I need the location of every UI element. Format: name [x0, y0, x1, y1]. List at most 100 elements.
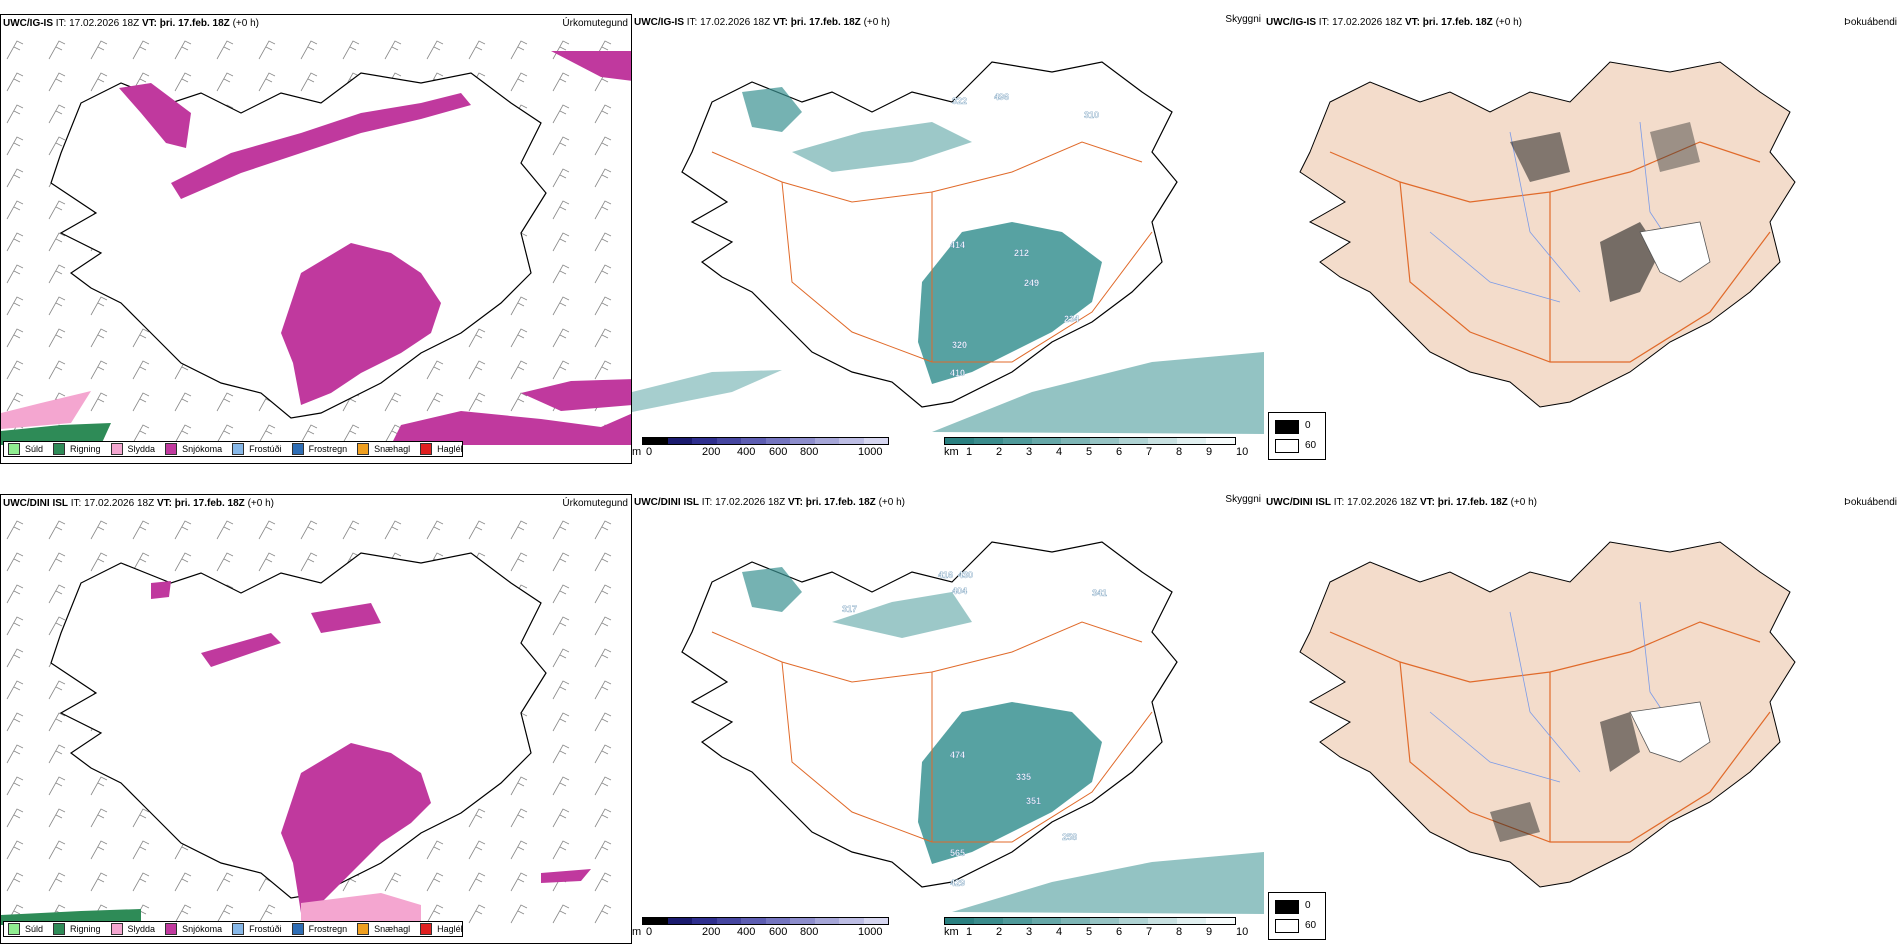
colorbar-cell	[1090, 438, 1119, 444]
colorbar-tick-label: 7	[1146, 926, 1153, 938]
low-vis-sea-west	[632, 370, 782, 412]
legend-swatch-black	[1275, 900, 1299, 914]
cloud-height-label: 404	[952, 586, 967, 596]
colorbar-cell	[716, 438, 741, 444]
model-name: UWC/DINI ISL	[3, 498, 68, 509]
cloud-height-label: 565	[950, 848, 965, 858]
lead-time: (+0 h)	[232, 18, 259, 29]
snow-band-north	[201, 633, 281, 667]
cloud-height-labels: 416 430 404 317 341 474 335 351 258 565 429	[842, 570, 1107, 888]
colorbar-cell	[974, 918, 1003, 924]
colorbar-cell	[1148, 918, 1177, 924]
snow-east	[521, 379, 631, 411]
colorbar-tick-label: 800	[800, 926, 819, 938]
fog-index-panel-row2: UWC/DINI ISL IT: 17.02.2026 18Z VT: þri.…	[1264, 494, 1900, 914]
snow-area-south	[281, 743, 431, 913]
snow-band-north	[171, 93, 471, 199]
visibility-panel-row2: UWC/DINI ISL IT: 17.02.2026 18Z VT: þri.…	[632, 494, 1264, 914]
fog-patch-south	[1490, 802, 1540, 842]
fog-glacier-white	[1639, 221, 1711, 283]
precip-type-panel-row1: UWC/IG-IS IT: 17.02.2026 18Z VT: þri. 17…	[0, 14, 632, 464]
cloud-height-label: 410	[950, 368, 965, 378]
legend-item: Haglél	[420, 923, 463, 935]
cloud-height-labels: 322 496 310 414 212 249 234 320 410	[950, 92, 1099, 378]
colorbar-cell	[1032, 918, 1061, 924]
issue-time: 17.02.2026 18Z	[69, 18, 140, 29]
colorbar-cell	[1003, 918, 1032, 924]
colorbar-tick-label: 6	[1116, 446, 1123, 458]
legend-item: Snjókoma	[165, 923, 222, 935]
cloud-height-label: 474	[950, 750, 965, 760]
lead-time: (+0 h)	[247, 498, 274, 509]
road-network	[1329, 141, 1771, 363]
cloud-height-label: 414	[950, 240, 965, 250]
valid-time: þri. 17.feb. 18Z	[159, 18, 230, 29]
legend-item: Snæhagl	[357, 923, 410, 935]
colorbar-tick-label: 1000	[858, 446, 883, 458]
cloud-height-label: 258	[1062, 832, 1077, 842]
low-vis-north	[832, 592, 972, 638]
cloud-height-label: 249	[1024, 278, 1039, 288]
fog-map	[1299, 541, 1796, 888]
colorbar-tick-label: 5	[1086, 446, 1093, 458]
colorbar-unit: km	[944, 926, 959, 938]
cloud-height-label: 416	[938, 570, 953, 580]
visibility-colorbar	[944, 917, 1236, 925]
cloud-cover-legend: 0 60	[1268, 412, 1326, 460]
precip-type-panel-row2: UWC/DINI ISL IT: 17.02.2026 18Z VT: þri.…	[0, 494, 632, 944]
snow-area-south	[281, 243, 441, 405]
cloud-height-label: 322	[952, 96, 967, 106]
colorbar-cell	[1177, 918, 1206, 924]
cloud-height-colorbar	[642, 917, 889, 925]
issue-time: 17.02.2026 18Z	[84, 498, 155, 509]
valid-time: þri. 17.feb. 18Z	[805, 497, 876, 508]
colorbar-cell	[945, 438, 974, 444]
issue-time: 17.02.2026 18Z	[700, 17, 771, 28]
colorbar-cell	[1148, 438, 1177, 444]
legend-swatch	[291, 923, 304, 935]
legend-swatch	[8, 443, 20, 455]
panel-header: UWC/IG-IS IT: 17.02.2026 18Z VT: þri. 17…	[3, 18, 259, 29]
legend-swatch	[165, 923, 178, 935]
legend-swatch	[110, 923, 123, 935]
cloud-cover-legend: 0 60	[1268, 892, 1326, 940]
cloud-height-label: 212	[1014, 248, 1029, 258]
panel-header: UWC/IG-IS IT: 17.02.2026 18Z VT: þri. 17…	[634, 17, 890, 28]
valid-time: þri. 17.feb. 18Z	[790, 17, 861, 28]
cloud-height-label: 335	[1016, 772, 1031, 782]
visibility-map: 416 430 404 317 341 474 335 351 258 565 429	[681, 541, 1264, 914]
model-name: UWC/DINI ISL	[634, 497, 699, 508]
legend-item: Haglél	[420, 443, 463, 455]
legend-item: Snjókoma	[165, 443, 222, 455]
colorbar-unit: m	[632, 926, 642, 938]
colorbar-cell	[692, 438, 717, 444]
snow-east-sea	[541, 869, 591, 883]
valid-time: þri. 17.feb. 18Z	[174, 498, 245, 509]
lead-time: (+0 h)	[1510, 497, 1537, 508]
visibility-map: 322 496 310 414 212 249 234 320 410	[632, 61, 1264, 434]
snow-corner	[551, 51, 631, 81]
low-vis-nw	[742, 87, 802, 132]
colorbar-cell	[1119, 438, 1148, 444]
colorbar-tick-label: 1000	[858, 926, 883, 938]
fog-glacier-white	[1629, 701, 1711, 763]
colorbar-tick-label: 400	[737, 446, 756, 458]
fog-map	[1299, 61, 1796, 408]
cloud-height-label: 341	[1092, 588, 1107, 598]
cloud-height-label: 320	[952, 340, 967, 350]
colorbar-tick-label: 8	[1176, 446, 1183, 458]
panel-title: Úrkomutegund	[562, 498, 628, 509]
lead-time: (+0 h)	[878, 497, 905, 508]
colorbar-cell	[667, 918, 692, 924]
colorbar-tick-label: 3	[1026, 446, 1033, 458]
colorbars-row1: m 0 200 400 600 800 1000 km 1 2 3 4 5 6 7 8 9 10	[632, 437, 1264, 463]
colorbar-cell	[741, 918, 766, 924]
legend-swatch	[357, 443, 370, 455]
cloud-height-label: 429	[950, 878, 965, 888]
legend-item: Snæhagl	[357, 443, 410, 455]
colorbar-cell	[1061, 438, 1090, 444]
legend-item: Frostúði	[232, 443, 282, 455]
legend-swatch	[110, 443, 123, 455]
panel-title: Skyggni	[1225, 494, 1261, 505]
colorbar-cell	[643, 438, 668, 444]
